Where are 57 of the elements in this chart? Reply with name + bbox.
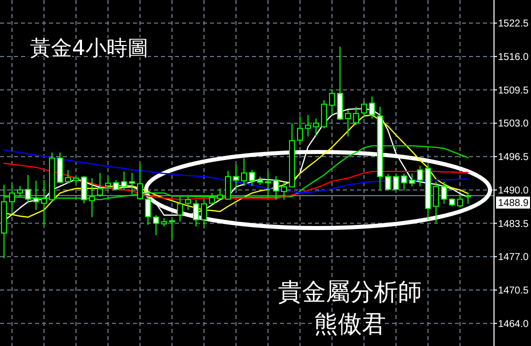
- candlestick: [169, 218, 175, 240]
- candlestick: [9, 184, 15, 214]
- candlestick: [33, 180, 39, 210]
- y-tick-label: 1477.0: [498, 252, 530, 264]
- y-tick-label: 1522.5: [498, 18, 530, 30]
- y-tick-label: 1509.5: [498, 85, 530, 96]
- candlestick: [41, 180, 47, 226]
- candlestick: [353, 106, 359, 126]
- text: 黃金4小時圖: [30, 36, 148, 60]
- candlestick: [129, 172, 135, 195]
- candlestick: [137, 162, 143, 200]
- candlestick: [113, 180, 119, 191]
- y-tick-label: 1503.0: [498, 118, 530, 130]
- y-tick-label: 1470.5: [498, 286, 530, 297]
- candlestick: [305, 114, 311, 138]
- candlestick: [401, 173, 407, 191]
- candlestick: [121, 170, 127, 190]
- candlestick: [89, 178, 95, 218]
- candlestick: [265, 170, 271, 198]
- y-tick-label: 1490.0: [498, 185, 530, 196]
- candlestick: [345, 109, 351, 138]
- y-tick-label: 1464.0: [498, 318, 530, 330]
- candlestick: [457, 194, 463, 208]
- candlestick: [81, 176, 87, 204]
- candlestick: [329, 89, 335, 116]
- y-tick-label: 1483.5: [498, 218, 530, 230]
- candlestick: [185, 196, 191, 210]
- candlestick: [225, 170, 231, 200]
- candlestick: [97, 172, 103, 198]
- candlestick: [65, 169, 71, 184]
- candlestick: [105, 176, 111, 189]
- candlestick: [177, 196, 183, 222]
- candlestick: [241, 158, 247, 186]
- candlestick: [233, 164, 239, 190]
- candlestick: [417, 165, 423, 187]
- candlestick: [441, 181, 447, 204]
- candlestick: [25, 174, 31, 204]
- candlestick: [209, 192, 215, 204]
- y-tick-label: 1496.5: [498, 152, 530, 164]
- candlestick: [393, 173, 399, 191]
- candlestick: [17, 185, 23, 198]
- candlestick: [201, 199, 207, 229]
- ref-line-label: 1488.9: [498, 198, 530, 210]
- candlestick: [409, 173, 415, 187]
- candlestick: [249, 169, 255, 186]
- candlestick: [465, 192, 471, 204]
- candlestick: [217, 188, 223, 200]
- candlestick: [273, 176, 279, 200]
- candlestick: [433, 181, 439, 224]
- candlestick: [385, 174, 391, 191]
- y-tick-label: 1516.0: [498, 52, 530, 63]
- candlestick: [361, 101, 367, 118]
- candlestick: [281, 181, 287, 200]
- candlestick: [313, 118, 319, 138]
- candlestick: [297, 116, 303, 146]
- candlestick: [153, 214, 159, 236]
- candlestick: [321, 100, 327, 129]
